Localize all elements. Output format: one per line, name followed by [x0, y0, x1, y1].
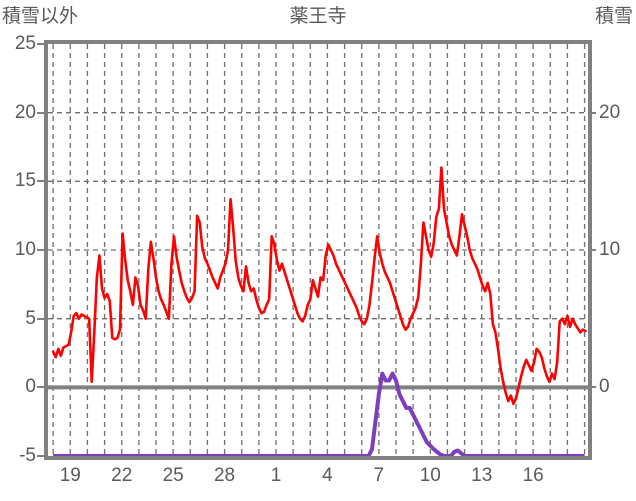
axis-tick-mark [589, 249, 596, 251]
x-axis-tick-label: 16 [522, 465, 544, 486]
axis-tick-mark [37, 249, 44, 251]
x-axis-tick-label: 22 [111, 465, 133, 486]
plot-area [44, 40, 592, 460]
axis-tick-mark [37, 386, 44, 389]
y-axis-right-tick-label: 10 [599, 239, 621, 260]
y-axis-right-tick-label: 20 [599, 101, 621, 123]
x-axis-tick-label: 1 [270, 465, 282, 486]
plot-canvas [48, 44, 588, 456]
x-axis-tick-label: 10 [419, 465, 441, 486]
x-axis-tick-label: 4 [322, 465, 333, 486]
y-axis-left-tick-label: -5 [19, 445, 36, 466]
axis-tick-mark [37, 43, 44, 45]
y-axis-left-tick-label: 5 [25, 307, 36, 329]
page-title: 薬王寺 [289, 6, 347, 27]
axis-tick-mark [589, 386, 596, 389]
series-line-snow [53, 371, 585, 456]
y-axis-left-tick-label: 25 [14, 33, 36, 54]
x-axis-tick-label: 13 [471, 465, 493, 486]
y-axis-left-tick-label: 20 [14, 101, 36, 123]
axis-tick-mark [37, 111, 44, 114]
right-axis-title: 積雪 [594, 6, 633, 27]
series-line-non-snow [51, 166, 587, 406]
horizontal-gridlines [48, 112, 588, 320]
y-axis-left-tick-label: 15 [14, 170, 36, 192]
axis-tick-mark [37, 180, 44, 183]
axis-tick-mark [37, 455, 44, 457]
axis-tick-mark [589, 111, 596, 114]
y-axis-left-tick-label: 0 [25, 376, 36, 398]
y-axis-right-tick-label: 0 [599, 376, 610, 398]
x-axis-tick-label: 28 [213, 465, 236, 486]
y-axis-left-tick-label: 10 [14, 239, 36, 260]
left-axis-title: 積雪以外 [2, 6, 79, 27]
x-axis-tick-label: 7 [373, 465, 385, 486]
axis-tick-mark [37, 317, 44, 320]
x-axis-tick-label: 19 [59, 465, 81, 486]
x-axis-tick-label: 25 [162, 465, 184, 486]
